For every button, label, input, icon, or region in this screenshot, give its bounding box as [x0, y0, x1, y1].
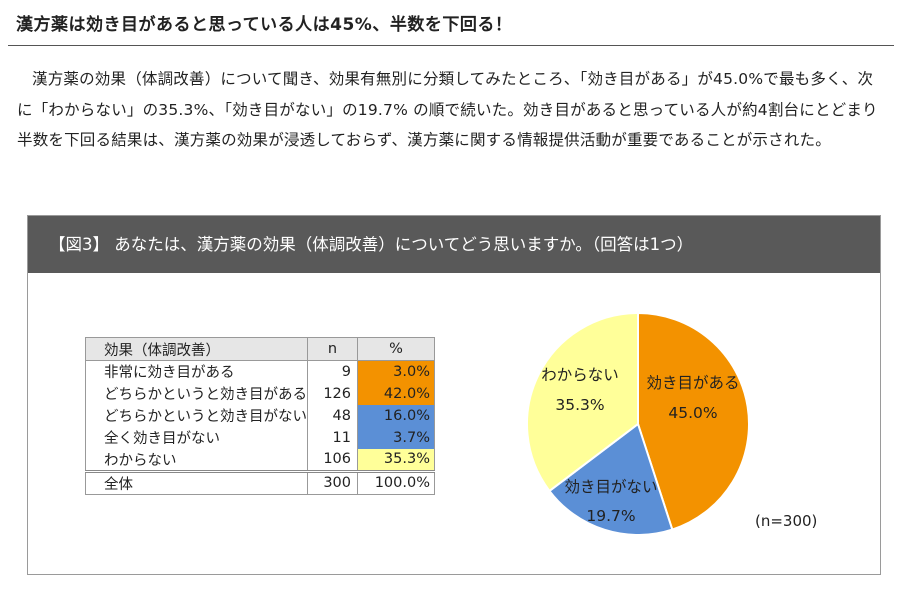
row-label: どちらかというと効き目がない	[85, 404, 308, 427]
pie-chart: 効き目がある 45.0% 効き目がない 19.7% わからない 35.3%	[526, 311, 750, 536]
table-row: どちらかというと効き目がある 126 42.0%	[85, 382, 435, 405]
row-percent: 3.0%	[357, 360, 435, 383]
pie-slice	[526, 311, 639, 493]
table-row: 非常に効き目がある 9 3.0%	[85, 360, 435, 383]
slice-value-label: 45.0%	[668, 404, 717, 422]
total-percent: 100.0%	[357, 469, 435, 495]
header-percent: %	[357, 337, 435, 361]
row-label: 全く効き目がない	[85, 426, 308, 449]
table-row: どちらかというと効き目がない 48 16.0%	[85, 404, 435, 427]
slice-value-label: 35.3%	[555, 396, 604, 414]
pie-slice	[637, 311, 750, 531]
row-label: わからない	[85, 448, 308, 472]
row-label: 非常に効き目がある	[85, 360, 308, 383]
slice-label: 効き目がある	[646, 374, 739, 392]
headline-divider	[8, 45, 894, 46]
table-total-row: 全体 300 100.0%	[85, 469, 435, 495]
row-percent: 35.3%	[357, 448, 435, 472]
total-n: 300	[307, 469, 358, 495]
table-header-row: 効果（体調改善） n %	[85, 337, 435, 361]
page-headline: 漢方薬は効き目があると思っている人は45%、半数を下回る！	[16, 15, 513, 35]
sample-size-note: (n=300)	[755, 512, 818, 530]
row-percent: 42.0%	[357, 382, 435, 405]
table-row: わからない 106 35.3%	[85, 448, 435, 472]
figure-title: 【図3】 あなたは、漢方薬の効果（体調改善）についてどう思いますか。（回答は1つ…	[28, 216, 880, 273]
slice-value-label: 19.7%	[586, 507, 635, 525]
figure-panel: 【図3】 あなたは、漢方薬の効果（体調改善）についてどう思いますか。（回答は1つ…	[27, 215, 881, 575]
row-percent: 3.7%	[357, 426, 435, 449]
slice-label: わからない	[541, 366, 619, 384]
stats-table: 効果（体調改善） n % 非常に効き目がある 9 3.0% どちらかというと効き目があ…	[85, 337, 435, 495]
row-n: 48	[307, 404, 358, 427]
summary-paragraph: 漢方薬の効果（体調改善）について聞き、効果有無別に分類してみたところ、「効き目が…	[17, 70, 878, 149]
header-n: n	[307, 337, 358, 361]
pie-slice	[548, 422, 674, 536]
row-percent: 16.0%	[357, 404, 435, 427]
slice-label: 効き目がない	[564, 478, 657, 496]
header-effect: 効果（体調改善）	[85, 337, 308, 361]
table-row: 全く効き目がない 11 3.7%	[85, 426, 435, 449]
row-n: 126	[307, 382, 358, 405]
